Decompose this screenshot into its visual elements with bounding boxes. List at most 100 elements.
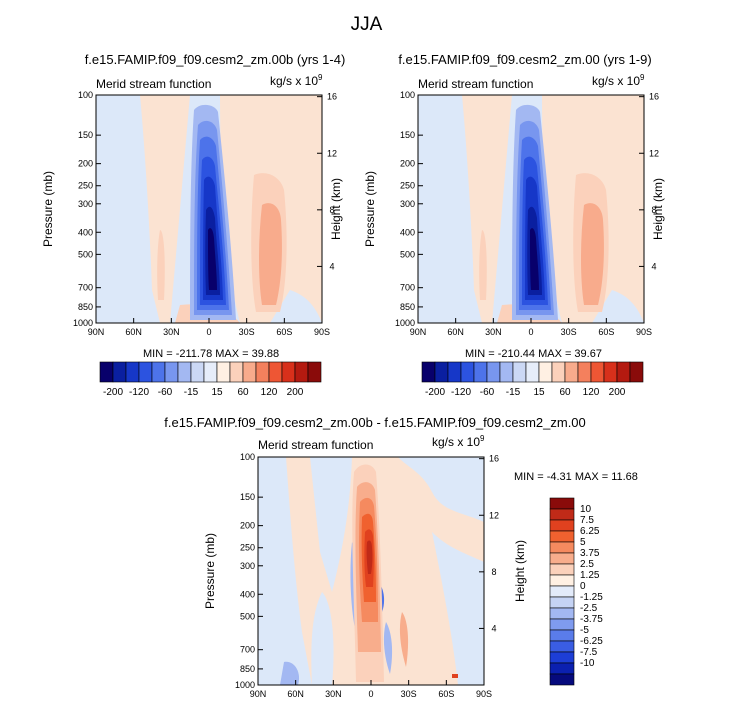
- y-tick-label: 150: [240, 492, 255, 502]
- colorbar-swatch: [460, 361, 475, 383]
- axes-group: 90N 60N 30N 0 30S 60S 90S 100 150 200 250 300 400 500…: [395, 90, 659, 337]
- y-tick-label: 250: [240, 543, 255, 553]
- colorbar-swatch: [138, 361, 153, 383]
- colorbar-swatch: [229, 361, 244, 383]
- stats-label: MIN = -210.44 MAX = 39.67: [465, 348, 602, 360]
- colorbar-swatch: [242, 361, 257, 383]
- x-tick-label: 30S: [561, 327, 577, 337]
- figure-title: JJA: [350, 14, 383, 35]
- x-tick-label: 90S: [476, 689, 492, 699]
- x-tick-label: 0: [528, 327, 533, 337]
- axes-group: 90N 60N 30N 0 30S 60S 90S 100 150 200 250 300 400 500…: [73, 90, 337, 337]
- stats-label: MIN = -4.31 MAX = 11.68: [514, 471, 638, 483]
- colorbar-swatch: [421, 361, 436, 383]
- colorbar-top-right: -200 -120 -60 -15 15 60 120 200: [421, 361, 644, 398]
- colorbar-swatch: [564, 361, 579, 383]
- colorbar-swatch: [549, 629, 575, 642]
- x-tick-label: 0: [368, 689, 373, 699]
- panel-units-label: kg/s x 109: [592, 73, 645, 88]
- panel-title-left: f.e15.FAMIP.f09_f09.cesm2_zm.00b (yrs 1-…: [84, 52, 346, 67]
- x-tick-label: 90S: [636, 327, 652, 337]
- colorbar-swatch: [512, 361, 527, 383]
- y-tick-label: 250: [78, 181, 93, 191]
- panel-title-right: f.e15.FAMIP.f09_f09.cesm2_zm.00 (yrs 1-9…: [398, 52, 652, 67]
- x-tick-label: 60N: [447, 327, 464, 337]
- y-axis-label: Pressure (mb): [41, 171, 55, 247]
- y-tick-label: 1000: [73, 318, 93, 328]
- colorbar-swatch: [216, 361, 231, 383]
- colorbar-label: 5: [580, 537, 586, 548]
- colorbar-swatch: [549, 541, 575, 554]
- colorbar-swatch: [616, 361, 631, 383]
- colorbar-swatch: [294, 361, 309, 383]
- colorbar-label: 1.25: [580, 570, 600, 581]
- colorbar-swatch: [549, 596, 575, 609]
- stats-label: MIN = -211.78 MAX = 39.88: [143, 348, 280, 360]
- y2-axis-label: Height (km): [651, 178, 665, 240]
- colorbar-label: -3.75: [580, 614, 603, 625]
- colorbar-swatch: [281, 361, 296, 383]
- colorbar-label: 15: [533, 387, 545, 398]
- colorbar-swatch: [551, 361, 566, 383]
- colorbar-swatch: [125, 361, 140, 383]
- y-tick-label: 500: [78, 249, 93, 259]
- x-tick-label: 30N: [485, 327, 502, 337]
- colorbar-swatch: [473, 361, 488, 383]
- colorbar-label: -15: [184, 387, 199, 398]
- x-tick-label: 90N: [250, 689, 267, 699]
- y-tick-label: 100: [400, 90, 415, 100]
- panel-left-label: Merid stream function: [418, 77, 534, 91]
- colorbar-swatch: [112, 361, 127, 383]
- y2-tick-label: 4: [651, 261, 656, 271]
- colorbar-label: 10: [580, 504, 592, 515]
- colorbar-swatch: [549, 673, 575, 686]
- x-tick-label: 60S: [438, 689, 454, 699]
- colorbar-swatch: [99, 361, 114, 383]
- colorbar-swatch: [190, 361, 205, 383]
- contour-fill: [96, 95, 322, 323]
- colorbar-label: 120: [583, 387, 600, 398]
- colorbar-swatch: [549, 618, 575, 631]
- y-tick-label: 850: [240, 664, 255, 674]
- colorbar-swatch: [268, 361, 283, 383]
- y2-tick-label: 12: [489, 510, 499, 520]
- colorbar-label: -200: [103, 387, 123, 398]
- y-tick-label: 700: [240, 645, 255, 655]
- colorbar-difference: 107.56.2553.752.51.250-1.25-2.5-3.75-5-6…: [549, 497, 603, 686]
- x-tick-label: 60N: [125, 327, 142, 337]
- colorbar-top-left: -200 -120 -60 -15 15 60 120 200: [99, 361, 322, 398]
- colorbar-label: 200: [287, 387, 304, 398]
- nh-cool-region: [96, 95, 160, 323]
- y-tick-label: 1000: [235, 680, 255, 690]
- x-tick-label: 60S: [276, 327, 292, 337]
- panel-units-label: kg/s x 109: [270, 73, 323, 88]
- colorbar-swatch: [538, 361, 553, 383]
- colorbar-swatch: [255, 361, 270, 383]
- y-tick-label: 700: [78, 283, 93, 293]
- colorbar-swatch: [151, 361, 166, 383]
- y-tick-label: 100: [240, 452, 255, 462]
- chart-top-right: 90N 60N 30N 0 30S 60S 90S 100 150 200 250 300 400 500…: [363, 90, 665, 337]
- panel-units-label: kg/s x 109: [432, 434, 485, 449]
- colorbar-label: 60: [237, 387, 249, 398]
- y2-tick-label: 16: [489, 454, 499, 464]
- panel-left-label: Merid stream function: [96, 77, 212, 91]
- y-tick-label: 250: [400, 181, 415, 191]
- colorbar-swatch: [447, 361, 462, 383]
- y-tick-label: 850: [78, 302, 93, 312]
- colorbar-swatch: [307, 361, 322, 383]
- y-tick-label: 200: [78, 159, 93, 169]
- y2-tick-label: 12: [649, 148, 659, 158]
- colorbar-swatch: [549, 585, 575, 598]
- colorbar-label: -7.5: [580, 647, 598, 658]
- axes-group: 90N 60N 30N 0 30S 60S 90S 100 150 200 250 300 400 500…: [235, 452, 499, 699]
- x-tick-label: 30N: [163, 327, 180, 337]
- x-tick-label: 90N: [88, 327, 105, 337]
- colorbar-label: 60: [559, 387, 571, 398]
- y2-tick-label: 16: [327, 92, 337, 102]
- y-tick-label: 100: [78, 90, 93, 100]
- colorbar-swatch: [499, 361, 514, 383]
- colorbar-label: -1.25: [580, 592, 603, 603]
- colorbar-label: 200: [609, 387, 626, 398]
- colorbar-swatch: [177, 361, 192, 383]
